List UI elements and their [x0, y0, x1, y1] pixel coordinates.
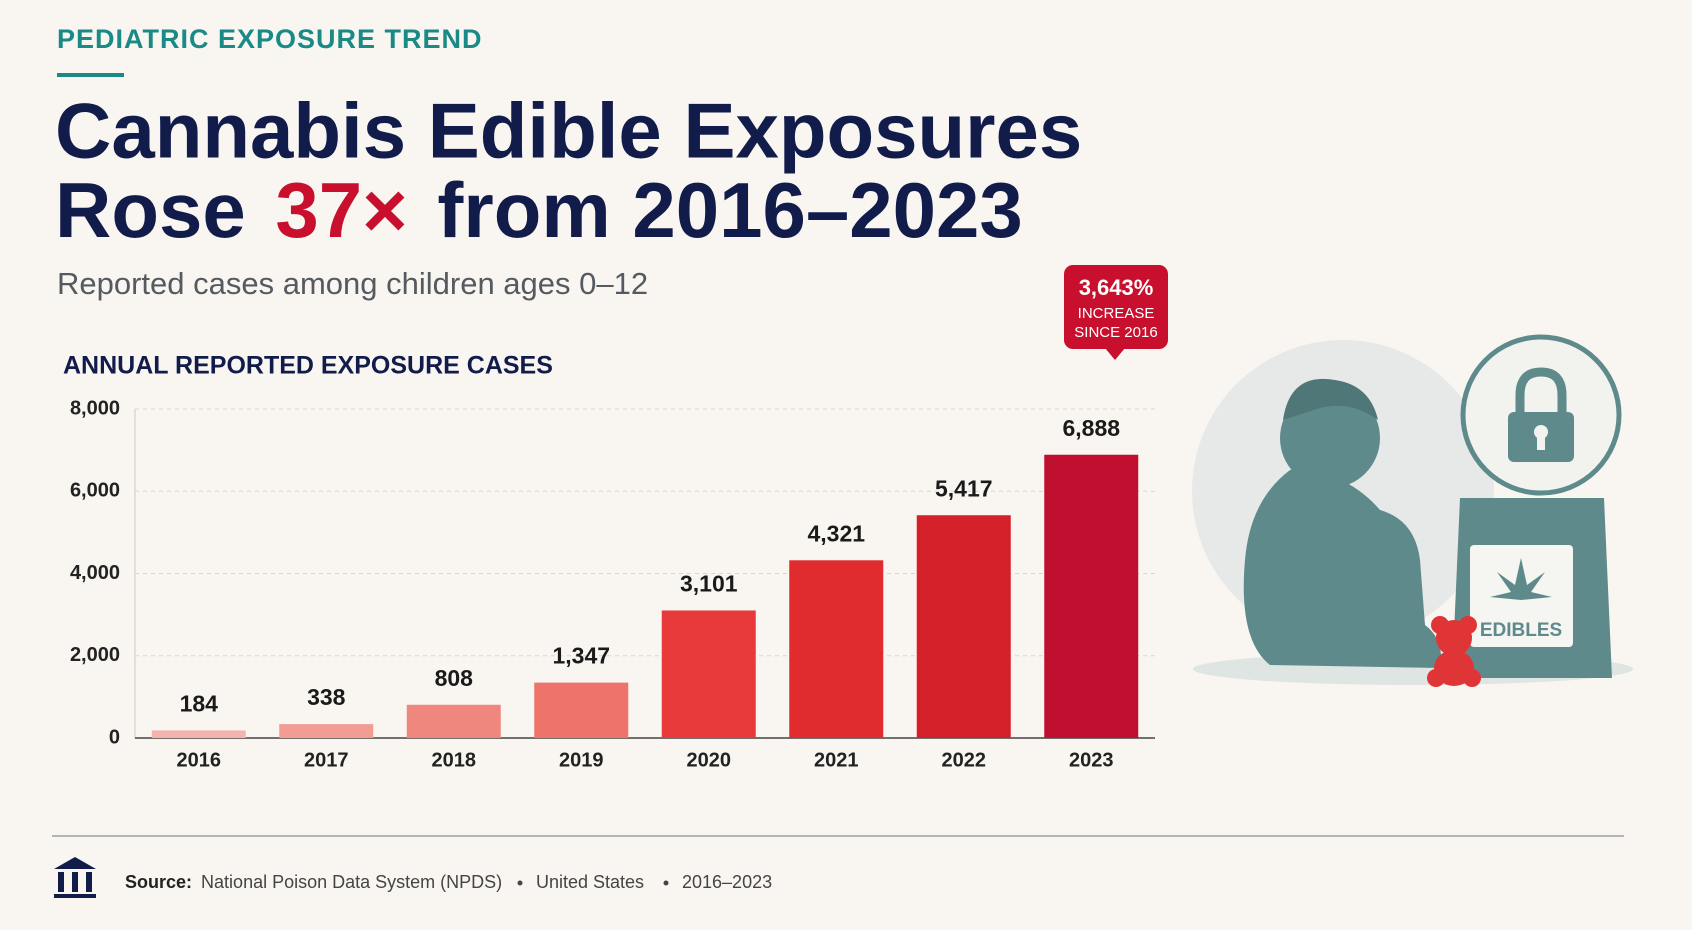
icon-column — [86, 872, 92, 892]
title-line: Cannabis Edible Exposures — [55, 87, 1082, 175]
x-tick-label: 2021 — [814, 749, 859, 771]
callout-pointer — [1105, 348, 1125, 360]
illustration: EDIBLES — [1192, 334, 1633, 687]
bear-head — [1436, 620, 1472, 656]
bar — [789, 560, 884, 738]
icon-base — [54, 894, 96, 898]
callout-box — [1064, 265, 1168, 349]
value-label: 184 — [180, 691, 219, 717]
subtitle: Reported cases among children ages 0–12 — [57, 266, 648, 301]
lock-hole — [1537, 434, 1545, 450]
value-label: 808 — [435, 665, 474, 691]
bar — [151, 730, 246, 738]
bar — [279, 724, 374, 738]
y-tick-label: 2,000 — [70, 644, 120, 666]
y-tick-label: 0 — [109, 726, 120, 748]
separator — [517, 880, 523, 886]
eyebrow-rule — [57, 73, 124, 77]
bag-text: EDIBLES — [1480, 620, 1562, 641]
bar — [661, 610, 756, 738]
bar — [406, 704, 501, 738]
bar — [534, 682, 629, 738]
icon-column — [72, 872, 78, 892]
y-tick-label: 8,000 — [70, 397, 120, 419]
source-item: 2016–2023 — [682, 872, 772, 892]
source-icon — [54, 857, 96, 898]
bar — [916, 515, 1011, 738]
x-tick-label: 2022 — [942, 749, 987, 771]
leaf — [1490, 558, 1552, 600]
x-tick-label: 2017 — [304, 749, 349, 771]
x-tick-label: 2020 — [687, 749, 732, 771]
value-label: 6,888 — [1062, 415, 1120, 441]
chart-title: ANNUAL REPORTED EXPOSURE CASES — [63, 352, 553, 380]
eyebrow: PEDIATRIC EXPOSURE TREND — [57, 24, 483, 54]
gummy-bear — [1427, 616, 1481, 687]
icon-column — [58, 872, 64, 892]
x-tick-label: 2023 — [1069, 749, 1114, 771]
separator — [663, 880, 669, 886]
title-line: Rose 37× from 2016–2023 — [55, 166, 1023, 254]
y-tick-label: 4,000 — [70, 562, 120, 584]
bear-foot — [1463, 669, 1481, 687]
value-label: 1,347 — [552, 643, 610, 669]
title-part: from 2016–2023 — [437, 166, 1022, 254]
bear-foot — [1427, 669, 1445, 687]
y-tick-label: 6,000 — [70, 480, 120, 502]
callout-value: 3,643% — [1079, 275, 1154, 300]
x-tick-label: 2018 — [432, 749, 477, 771]
value-label: 338 — [307, 684, 346, 710]
source-label: Source: — [125, 872, 192, 892]
source-item: United States — [536, 872, 644, 892]
source-text: Source: National Poison Data System (NPD… — [125, 872, 502, 892]
source-item: National Poison Data System (NPDS) — [201, 872, 502, 892]
child-body — [1243, 468, 1441, 668]
callout: 3,643% INCREASE SINCE 2016 — [1064, 265, 1168, 360]
callout-text: SINCE 2016 — [1074, 324, 1157, 341]
value-label: 5,417 — [935, 475, 993, 501]
lock-shackle — [1515, 367, 1567, 415]
title-part: Rose — [55, 166, 246, 254]
child-head — [1280, 388, 1380, 488]
title-highlight: 37× — [275, 166, 407, 254]
callout-text: INCREASE — [1078, 305, 1155, 322]
x-tick-label: 2016 — [177, 749, 222, 771]
icon-roof — [54, 857, 96, 869]
child-hair — [1283, 378, 1378, 420]
value-label: 4,321 — [807, 520, 865, 546]
value-label: 3,101 — [680, 571, 738, 597]
bar — [1044, 454, 1139, 738]
x-tick-label: 2019 — [559, 749, 604, 771]
